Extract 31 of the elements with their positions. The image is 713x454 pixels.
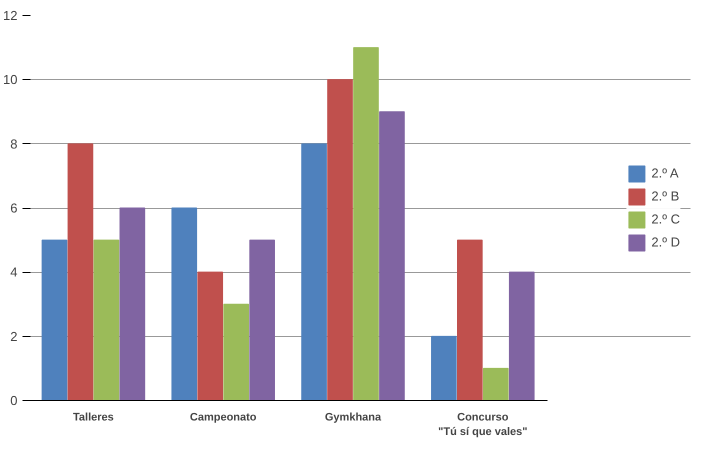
y-tick-label: 6 — [10, 200, 18, 216]
bar — [353, 47, 379, 400]
y-tick-label: 0 — [10, 393, 18, 408]
y-tick-label: 2 — [10, 328, 18, 344]
x-tick-label: Gymkhana — [324, 412, 382, 424]
bar — [42, 240, 68, 400]
bar — [482, 368, 509, 400]
bar — [68, 143, 94, 400]
bar — [171, 208, 198, 400]
legend-label: 2.º B — [651, 188, 680, 204]
bar — [379, 111, 405, 400]
bar — [94, 240, 120, 400]
bar — [301, 143, 327, 400]
legend-label: 2.º D — [651, 234, 680, 250]
y-tick-label: 10 — [3, 72, 18, 88]
y-tick-label: 8 — [10, 136, 18, 152]
x-tick-label: Campeonato — [190, 412, 257, 424]
bar — [249, 240, 275, 400]
y-tick-label: 4 — [10, 264, 18, 280]
bar — [431, 336, 457, 400]
bar — [223, 304, 250, 400]
bar — [508, 272, 535, 400]
bar — [457, 240, 483, 400]
x-tick-label: Talleres — [73, 412, 114, 424]
bar — [197, 272, 224, 400]
legend-label: 2.º C — [651, 212, 680, 226]
legend-label: 2.º A — [651, 166, 679, 180]
bar — [120, 208, 146, 400]
y-tick-label: 12 — [3, 8, 18, 23]
x-tick-label: Concurso "Tú sí que vales" — [438, 412, 528, 438]
bar — [327, 79, 353, 400]
